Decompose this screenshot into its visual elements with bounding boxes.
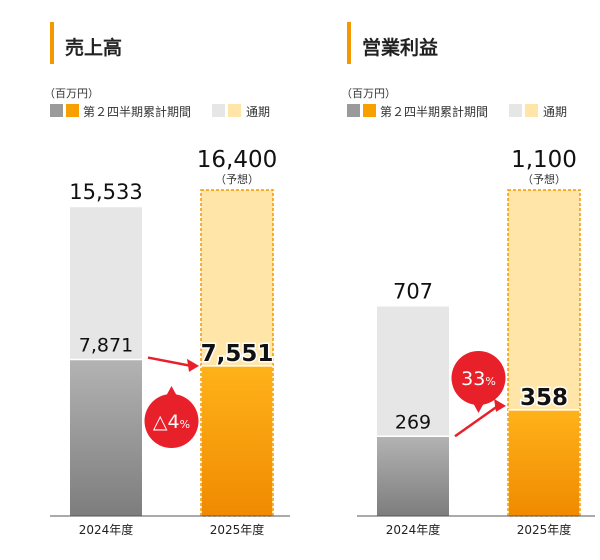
change-arrow (454, 404, 499, 438)
legend-swatch-gray-full (212, 104, 225, 117)
legend-label-h1: 第２四半期累計期間 (380, 104, 488, 119)
x-tick-label: 2025年度 (517, 522, 572, 537)
label-2024-h1: 7,871 (79, 335, 133, 357)
x-tick-label: 2025年度 (210, 522, 265, 537)
legend-label-h1: 第２四半期累計期間 (83, 104, 191, 119)
title-accent-bar (50, 22, 54, 64)
x-tick-label: 2024年度 (386, 522, 441, 537)
legend-label-full: 通期 (246, 105, 270, 119)
chart-title: 営業利益 (362, 36, 438, 59)
bar-2025-h1 (202, 365, 272, 516)
bubble-pointer (165, 386, 178, 397)
change-number: 33 (461, 368, 485, 390)
arrow-head-icon (187, 358, 199, 372)
label-2024-full-year: 707 (393, 279, 433, 303)
unit-label: （百万円） (341, 87, 396, 100)
change-bubble (144, 394, 199, 448)
legend-swatch-orange-full (228, 104, 241, 117)
x-tick-label: 2024年度 (79, 522, 134, 537)
change-arrow (147, 356, 192, 368)
title-accent-bar (347, 22, 351, 64)
label-2025-full-year: 16,400 (197, 147, 277, 173)
change-value: 33% (461, 368, 496, 390)
label-2025-full-year: 1,100 (511, 147, 577, 173)
label-2025-h1: 7,551 (201, 341, 274, 367)
arrow-head-icon (494, 398, 506, 412)
change-unit: % (180, 418, 190, 431)
bar-2024-h1 (377, 436, 449, 516)
label-2025-h1: 358 (520, 385, 568, 411)
change-number: △4 (153, 411, 180, 433)
bubble-pointer (472, 402, 485, 413)
label-2024-h1: 269 (395, 411, 431, 433)
legend-swatch-orange-h1 (363, 104, 376, 117)
legend-label-full: 通期 (543, 105, 567, 119)
unit-label: （百万円） (44, 87, 99, 100)
label-2024-full-year: 15,533 (69, 180, 142, 204)
forecast-note: （予想） (215, 172, 259, 186)
legend-swatch-orange-h1 (66, 104, 79, 117)
legend-swatch-gray-full (509, 104, 522, 117)
chart-title: 売上高 (65, 36, 122, 59)
bar-2024-h1 (70, 359, 142, 516)
change-bubble (451, 351, 506, 405)
bar-2025-h1 (509, 409, 579, 516)
change-value: △4% (153, 411, 190, 433)
forecast-note: （予想） (522, 172, 566, 186)
legend-swatch-gray-h1 (50, 104, 63, 117)
legend-swatch-orange-full (525, 104, 538, 117)
change-unit: % (485, 375, 495, 388)
legend-swatch-gray-h1 (347, 104, 360, 117)
